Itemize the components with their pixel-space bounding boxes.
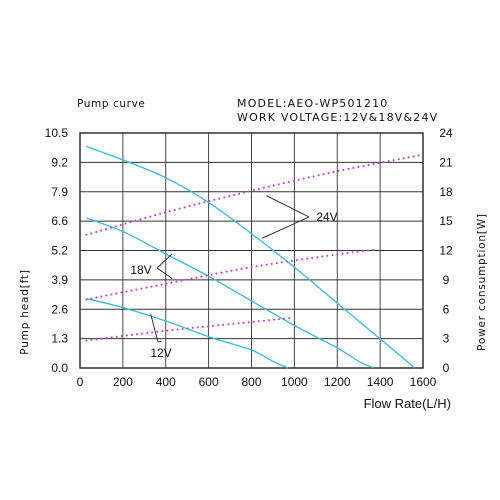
work-voltage-label: WORK VOLTAGE:12V&18V&24V [237, 111, 438, 124]
y2-tick-label: 12 [439, 244, 453, 258]
y2-axis-ticks: 0 3 6 9 12 15 18 21 24 [439, 126, 453, 375]
annotation-leader-12v [150, 314, 159, 343]
y-tick-label: 7.9 [51, 185, 68, 199]
x-tick-label: 1000 [281, 375, 308, 389]
y2-tick-label: 9 [443, 273, 450, 287]
power-curve-12v [85, 317, 292, 342]
annotation-leader-12v [157, 340, 162, 343]
y-tick-label: 2.6 [51, 302, 68, 316]
y2-tick-label: 15 [439, 214, 453, 228]
x-tick-label: 400 [156, 375, 176, 389]
y-tick-label: 6.6 [51, 214, 68, 228]
annotation-label-18v: 18V [130, 263, 151, 277]
head-curve-12v [86, 297, 289, 369]
annotation-label-24v: 24V [316, 210, 337, 224]
y-tick-label: 3.9 [51, 273, 68, 287]
series-group [85, 145, 420, 369]
x-tick-label: 1600 [410, 375, 437, 389]
chart-title: Pump curve [77, 98, 145, 110]
y2-tick-label: 18 [439, 185, 453, 199]
y-tick-label: 1.3 [51, 332, 68, 346]
power-curve-18v [85, 248, 377, 301]
y2-tick-label: 3 [443, 332, 450, 346]
y-tick-label: 0.0 [51, 361, 68, 375]
x-tick-label: 0 [77, 375, 84, 389]
y2-tick-label: 0 [443, 361, 450, 375]
annotation-leader-18v [156, 253, 173, 269]
y2-tick-label: 6 [443, 302, 450, 316]
y-tick-label: 10.5 [45, 126, 69, 140]
y-tick-label: 9.2 [51, 155, 68, 169]
power-curve-24v [85, 154, 420, 236]
annotation-leader-24v [262, 216, 310, 239]
y-axis-ticks: 0.0 1.3 2.6 3.9 5.2 6.6 7.9 9.2 10.5 [45, 126, 69, 375]
annotation-label-12v: 12V [150, 346, 171, 360]
y2-tick-label: 24 [439, 126, 453, 140]
y-tick-label: 5.2 [51, 244, 68, 258]
annotation-leader-18v [156, 267, 173, 279]
x-tick-label: 1200 [324, 375, 351, 389]
grid [79, 132, 424, 369]
x-tick-label: 200 [113, 375, 133, 389]
head-curve-24v [86, 145, 415, 369]
x-tick-label: 600 [199, 375, 219, 389]
x-tick-label: 800 [241, 375, 261, 389]
y-axis-label: Pump head[ft] [19, 269, 31, 354]
model-label: MODEL:AEO-WP501210 [237, 97, 388, 110]
x-axis-ticks: 0 200 400 600 800 1000 1200 1400 1600 [77, 375, 437, 389]
annotations-group: 24V 18V 12V [130, 195, 338, 360]
y2-axis-label: Power consumption[W] [476, 213, 488, 351]
x-axis-label: Flow Rate(L/H) [364, 396, 451, 411]
annotation-leader-24v [266, 195, 310, 218]
x-tick-label: 1400 [367, 375, 394, 389]
y2-tick-label: 21 [439, 155, 453, 169]
head-curve-18v [86, 217, 374, 369]
